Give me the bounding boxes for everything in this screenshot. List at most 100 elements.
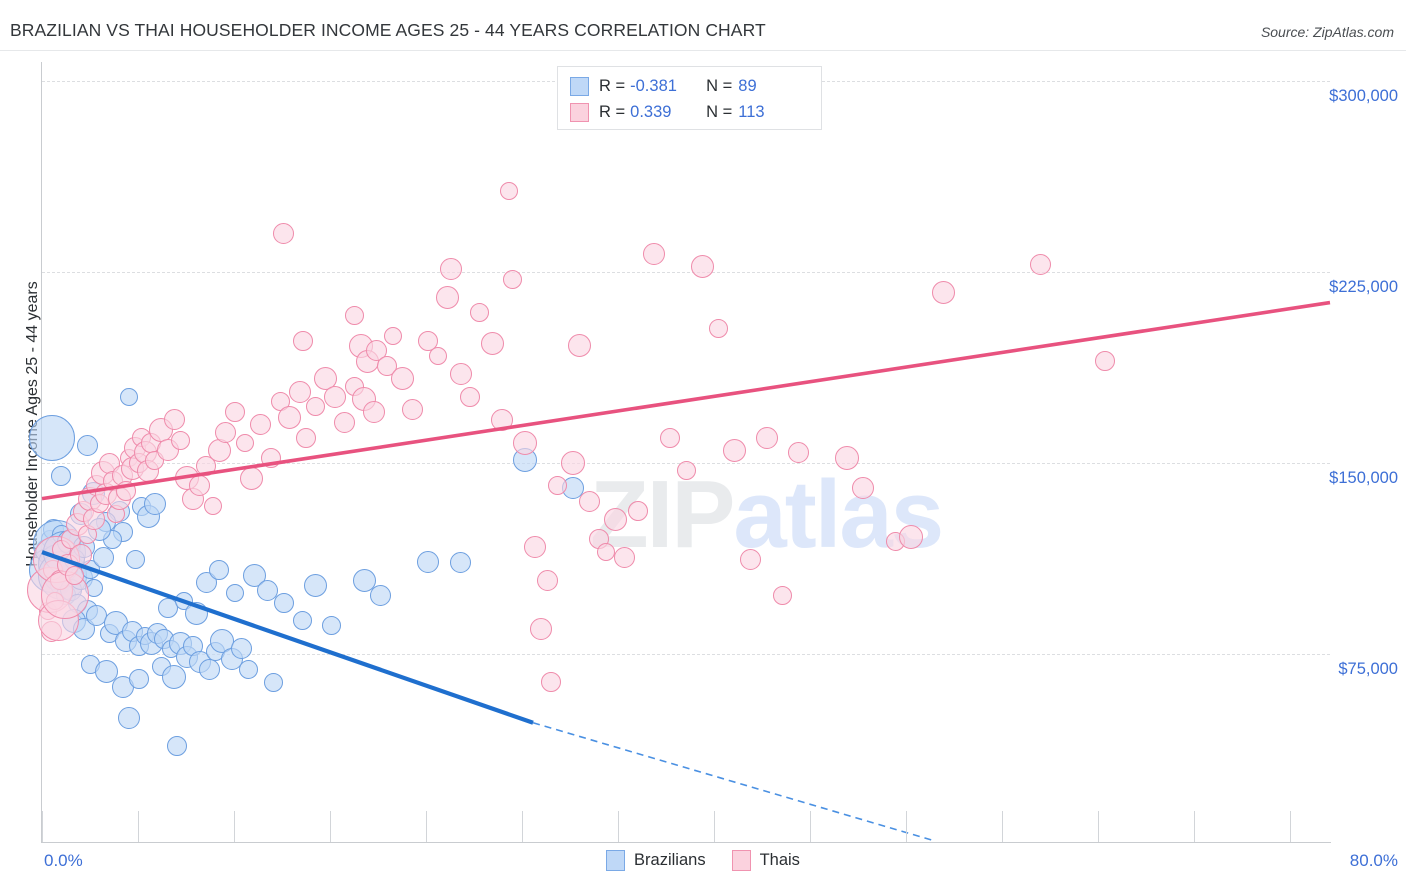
scatter-point-b xyxy=(369,584,391,606)
scatter-point-b xyxy=(143,492,166,515)
scatter-point-b xyxy=(243,563,267,587)
scatter-point-p xyxy=(439,258,462,281)
scatter-point-p xyxy=(537,569,559,591)
scatter-point-p xyxy=(627,501,648,522)
scatter-point-p xyxy=(603,507,627,531)
trendline-thais xyxy=(41,300,1331,501)
scatter-point-b xyxy=(417,551,440,574)
scatter-point-b xyxy=(322,616,342,636)
scatter-point-p xyxy=(376,356,397,377)
plot-area: ZIPatlas xyxy=(27,62,1331,842)
x-axis-tick xyxy=(426,811,427,842)
scatter-point-p xyxy=(739,549,761,571)
scatter-point-p xyxy=(460,386,481,407)
scatter-point-p xyxy=(690,255,714,279)
scatter-point-b xyxy=(117,706,140,729)
y-axis-tick-label: $150,000 xyxy=(1329,469,1398,487)
scatter-point-p xyxy=(547,476,567,496)
y-axis-tick-label: $75,000 xyxy=(1338,660,1398,678)
x-axis-tick xyxy=(1194,811,1195,842)
gridline xyxy=(42,272,1330,273)
x-axis-min-label: 0.0% xyxy=(44,851,83,870)
scatter-point-p xyxy=(676,461,696,481)
x-axis-tick xyxy=(810,811,811,842)
scatter-point-b xyxy=(157,598,178,619)
x-axis-tick xyxy=(906,811,907,842)
correlation-stats-legend: R = -0.381 N = 89 R = 0.339 N = 113 xyxy=(557,66,822,130)
scatter-point-p xyxy=(513,430,537,455)
scatter-point-b xyxy=(450,551,472,573)
scatter-point-p xyxy=(215,421,237,443)
scatter-point-b xyxy=(293,611,313,631)
scatter-point-p xyxy=(788,442,810,464)
scatter-point-b xyxy=(94,660,118,684)
scatter-point-b xyxy=(92,546,114,568)
legend-swatch-thais xyxy=(731,850,751,871)
scatter-point-p xyxy=(642,243,665,266)
scatter-point-p xyxy=(530,617,553,640)
series-legend: Brazilians Thais xyxy=(0,850,1406,871)
scatter-point-p xyxy=(324,385,347,408)
stats-n-label-brazilians: N = xyxy=(706,76,733,95)
scatter-point-p xyxy=(344,305,364,325)
scatter-point-p xyxy=(659,427,680,448)
legend-item-brazilians[interactable]: Brazilians xyxy=(606,850,706,871)
stats-swatch-brazilians xyxy=(570,76,589,96)
x-axis-tick xyxy=(618,811,619,842)
scatter-point-p xyxy=(499,181,518,200)
scatter-point-b xyxy=(125,550,145,570)
trendlines xyxy=(41,300,1331,842)
stats-r-label-brazilians: R = xyxy=(599,76,626,95)
scatter-point-p xyxy=(578,490,600,512)
trendline-brazilians-extrapolated xyxy=(532,721,936,842)
scatter-point-b xyxy=(162,664,187,689)
scatter-point-p xyxy=(502,270,522,290)
scatter-point-p xyxy=(1094,351,1115,372)
legend-item-thais[interactable]: Thais xyxy=(731,850,800,871)
scatter-point-p xyxy=(755,426,778,449)
scatter-point-p xyxy=(225,402,246,423)
scatter-point-p xyxy=(835,445,859,470)
scatter-point-p xyxy=(932,280,956,304)
legend-label-brazilians: Brazilians xyxy=(634,851,706,869)
scatter-point-p xyxy=(852,477,875,500)
scatter-point-b xyxy=(352,568,376,592)
scatter-point-p xyxy=(773,585,793,605)
scatter-point-p xyxy=(383,326,402,345)
x-axis-tick xyxy=(42,811,43,842)
x-axis-tick xyxy=(522,811,523,842)
scatter-point-p xyxy=(292,330,313,351)
x-axis-tick xyxy=(714,811,715,842)
gridline xyxy=(42,654,1330,655)
scatter-point-p xyxy=(449,362,472,385)
scatter-point-p xyxy=(429,347,448,366)
scatter-point-p xyxy=(288,380,311,403)
scatter-point-p xyxy=(64,565,84,585)
scatter-point-p xyxy=(523,536,546,559)
scatter-point-p xyxy=(170,430,190,450)
scatter-point-p xyxy=(391,367,415,391)
scatter-point-b xyxy=(273,593,294,614)
scatter-point-b xyxy=(28,414,75,461)
x-axis-line xyxy=(42,842,1331,843)
scatter-point-p xyxy=(278,405,302,429)
scatter-point-p xyxy=(596,543,615,562)
scatter-point-b xyxy=(128,669,149,690)
scatter-point-b xyxy=(304,573,328,597)
stats-r-label-thais: R = xyxy=(599,102,626,121)
legend-swatch-brazilians xyxy=(606,850,626,871)
stats-n-value-thais: 113 xyxy=(738,102,765,121)
stats-row-brazilians: R = -0.381 N = 89 xyxy=(570,73,811,99)
scatter-point-p xyxy=(296,427,317,448)
scatter-point-p xyxy=(899,524,924,549)
scatter-point-b xyxy=(264,672,284,692)
scatter-point-b xyxy=(167,735,188,756)
scatter-point-b xyxy=(76,434,98,456)
scatter-point-b xyxy=(209,559,230,580)
scatter-point-b xyxy=(226,583,245,602)
scatter-point-p xyxy=(436,285,460,309)
scatter-point-p xyxy=(722,438,746,462)
scatter-point-p xyxy=(163,409,185,431)
scatter-point-p xyxy=(306,397,326,417)
